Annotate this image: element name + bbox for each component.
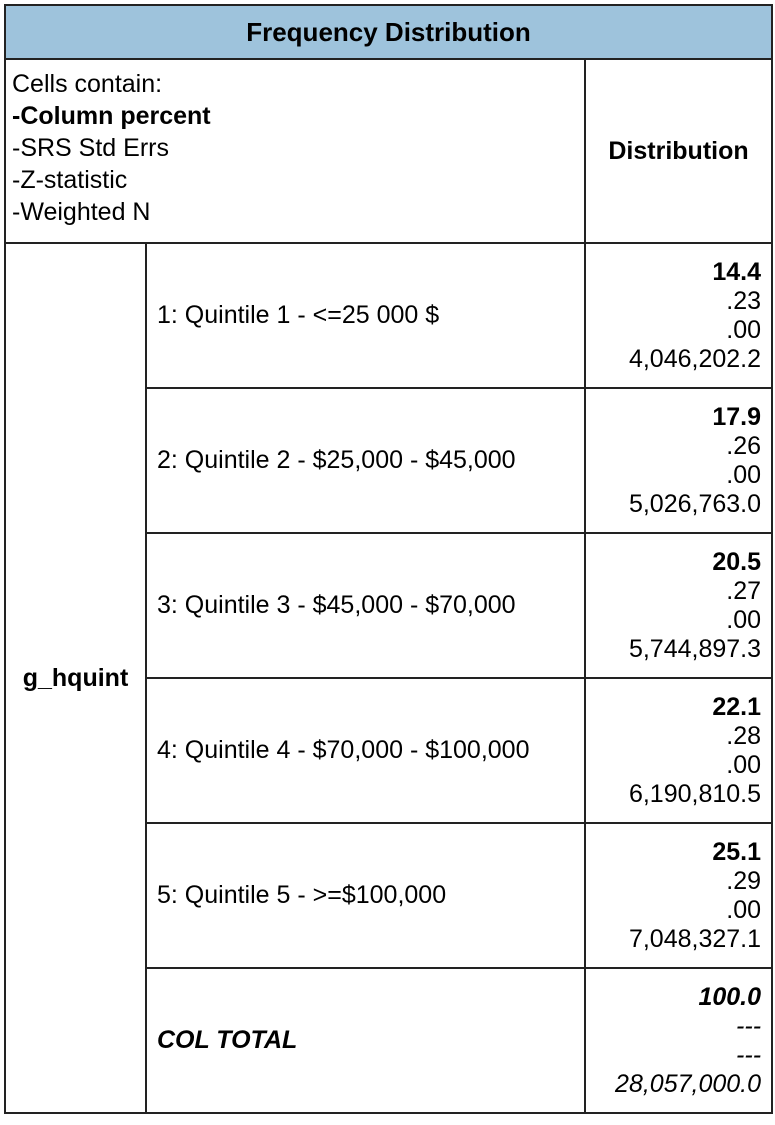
row-label: 3: Quintile 3 - $45,000 - $70,000 [145,532,586,679]
total-z-statistic: --- [736,1040,762,1069]
std-err: .27 [726,576,762,605]
z-statistic: .00 [726,750,762,779]
table-row: g_hquint 1: Quintile 1 - <=25 000 $ 14.4… [4,242,774,1114]
distribution-column-header: Distribution [583,58,774,244]
total-std-err: --- [736,1011,762,1040]
z-statistic: .00 [726,315,762,344]
variable-label: g_hquint [4,242,147,1114]
row-values: 25.1 .29 .00 7,048,327.1 [583,822,774,969]
legend-item-std-errs: -SRS Std Errs [12,134,169,162]
std-err: .23 [726,286,762,315]
column-percent: 22.1 [712,692,762,721]
std-err: .29 [726,866,762,895]
title-row: Frequency Distribution [3,4,774,60]
row-label: 2: Quintile 2 - $25,000 - $45,000 [145,387,586,534]
header-row: Cells contain: -Column percent -SRS Std … [4,58,774,244]
table-row: 2: Quintile 2 - $25,000 - $45,000 17.9 .… [5,387,774,534]
std-err: .26 [726,431,762,460]
table-row: 4: Quintile 4 - $70,000 - $100,000 22.1 … [5,677,774,824]
z-statistic: .00 [726,605,762,634]
column-percent: 17.9 [712,402,762,431]
total-values: 100.0 --- --- 28,057,000.0 [583,967,774,1114]
legend-item-weighted-n: -Weighted N [12,198,151,226]
table-row: 5: Quintile 5 - >=$100,000 25.1 .29 .00 … [5,822,774,969]
weighted-n: 7,048,327.1 [628,924,762,953]
row-label: 4: Quintile 4 - $70,000 - $100,000 [145,677,586,824]
legend-item-column-percent: -Column percent [12,102,211,130]
row-label: 5: Quintile 5 - >=$100,000 [145,822,586,969]
row-values: 17.9 .26 .00 5,026,763.0 [583,387,774,534]
table-row: 3: Quintile 3 - $45,000 - $70,000 20.5 .… [5,532,774,679]
total-label: COL TOTAL [145,967,586,1114]
weighted-n: 5,744,897.3 [628,634,762,663]
cells-contain-legend: Cells contain: -Column percent -SRS Std … [4,58,586,244]
z-statistic: .00 [726,460,762,489]
frequency-distribution-table: Frequency Distribution Cells contain: -C… [3,4,774,1114]
table-title: Frequency Distribution [3,4,774,60]
std-err: .28 [726,721,762,750]
total-row: COL TOTAL 100.0 --- --- 28,057,000.0 [5,967,774,1114]
column-percent: 25.1 [712,837,762,866]
weighted-n: 5,026,763.0 [628,489,762,518]
weighted-n: 4,046,202.2 [628,344,762,373]
total-percent: 100.0 [698,982,762,1011]
row-values: 20.5 .27 .00 5,744,897.3 [583,532,774,679]
row-label: 1: Quintile 1 - <=25 000 $ [145,242,586,389]
row-values: 14.4 .23 .00 4,046,202.2 [583,242,774,389]
legend-heading: Cells contain: [12,70,163,98]
legend-item-z-statistic: -Z-statistic [12,166,128,194]
total-weighted-n: 28,057,000.0 [615,1069,762,1098]
column-percent: 20.5 [712,547,762,576]
row-values: 22.1 .28 .00 6,190,810.5 [583,677,774,824]
column-percent: 14.4 [712,257,762,286]
z-statistic: .00 [726,895,762,924]
weighted-n: 6,190,810.5 [628,779,762,808]
